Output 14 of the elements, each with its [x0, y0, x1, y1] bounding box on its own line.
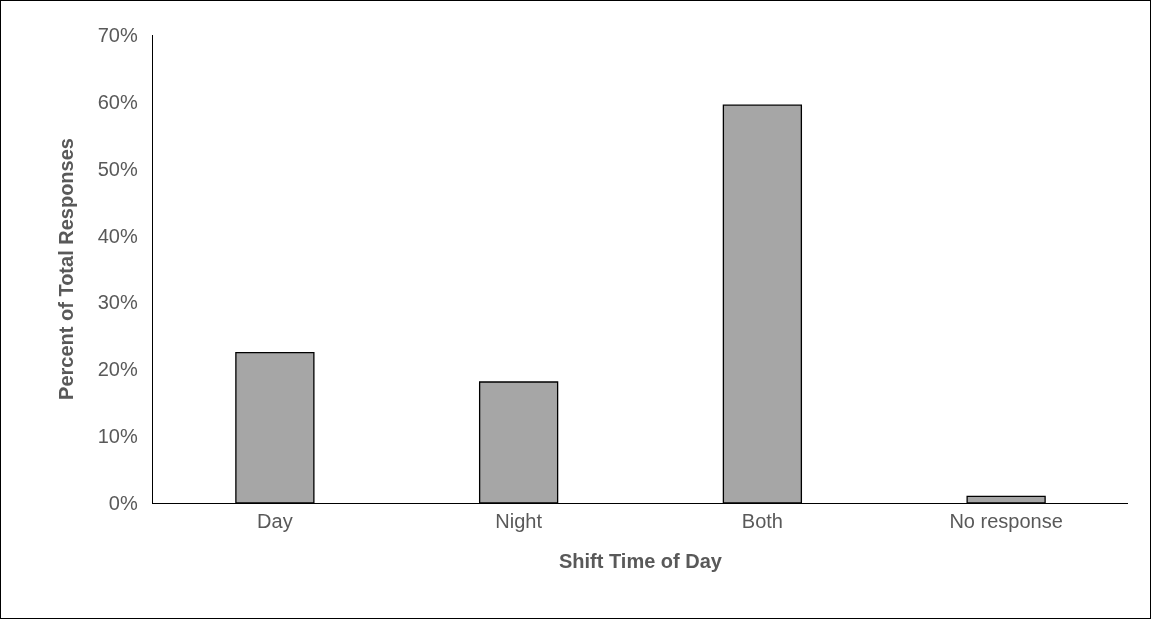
x-axis-title: Shift Time of Day — [559, 549, 723, 572]
y-tick-label: 40% — [97, 224, 138, 247]
x-tick-label: Day — [257, 510, 293, 533]
y-tick-label: 50% — [97, 157, 138, 180]
x-tick-label: Both — [741, 510, 783, 533]
y-tick-label: 60% — [97, 90, 138, 113]
y-tick-label: 70% — [97, 24, 138, 46]
y-tick-label: 10% — [97, 425, 138, 448]
y-tick-label: 20% — [97, 358, 138, 381]
y-axis-title: Percent of Total Responses — [55, 138, 78, 400]
x-tick-label: Night — [495, 510, 543, 533]
y-tick-label: 0% — [108, 492, 138, 514]
x-tick-label: No response — [949, 510, 1063, 533]
y-tick-label: 30% — [97, 291, 138, 314]
